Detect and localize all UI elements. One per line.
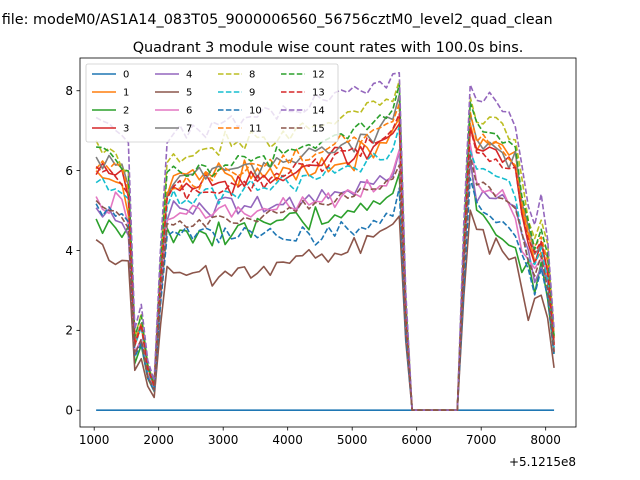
x-axis: 1000 2000 3000 4000 5000 6000 7000 8000 (79, 427, 561, 447)
series-line-11 (95, 103, 555, 412)
x-tick-label: 5000 (337, 433, 368, 447)
legend-label-14: 14 (312, 106, 325, 117)
x-tick-label: 6000 (401, 433, 432, 447)
legend-label-0: 0 (123, 70, 129, 81)
legend-label-6: 6 (186, 106, 192, 117)
y-tick-label: 4 (65, 244, 73, 258)
y-tick-label: 2 (65, 324, 73, 338)
x-tick-label: 2000 (143, 433, 174, 447)
y-tick-label: 8 (65, 84, 73, 98)
legend-label-2: 2 (123, 106, 129, 117)
series-layer (95, 71, 555, 412)
x-tick-label: 3000 (208, 433, 239, 447)
legend-label-7: 7 (186, 124, 192, 135)
x-tick-label: 8000 (530, 433, 561, 447)
x-axis-offset-label: +5.1215e8 (509, 455, 576, 469)
legend-label-13: 13 (312, 88, 325, 99)
series-line-10 (95, 177, 555, 412)
legend-label-3: 3 (123, 124, 129, 135)
x-tick-label: 4000 (272, 433, 303, 447)
chart-title: Quadrant 3 module wise count rates with … (133, 40, 524, 56)
legend-label-15: 15 (312, 124, 325, 135)
legend-label-8: 8 (249, 70, 255, 81)
legend-label-9: 9 (249, 88, 255, 99)
series-line-5 (95, 209, 555, 412)
series-line-8 (95, 79, 555, 412)
series-line-12 (96, 83, 555, 412)
series-line-15 (95, 154, 555, 412)
figure-suptitle: n file: modeM0/AS1A14_083T05_9000006560_… (0, 12, 553, 28)
y-tick-label: 0 (65, 404, 73, 418)
plot-area: 1000 2000 3000 4000 5000 6000 7000 8000 0 2 4 6 8 +… (65, 57, 577, 469)
x-tick-label: 1000 (79, 433, 110, 447)
x-tick-label: 7000 (466, 433, 497, 447)
legend-frame (85, 63, 339, 143)
legend-label-10: 10 (249, 106, 262, 117)
series-line-9 (95, 125, 555, 412)
legend-label-11: 11 (249, 124, 262, 135)
y-tick-label: 6 (65, 164, 73, 178)
legend-label-1: 1 (123, 88, 129, 99)
legend-label-5: 5 (186, 88, 192, 99)
y-axis: 0 2 4 6 8 (65, 84, 80, 418)
legend-label-12: 12 (312, 70, 325, 81)
axes-frame (79, 57, 577, 428)
series-line-4 (95, 150, 555, 412)
series-line-2 (95, 156, 555, 412)
legend-label-4: 4 (186, 70, 192, 81)
series-line-13 (95, 113, 555, 412)
